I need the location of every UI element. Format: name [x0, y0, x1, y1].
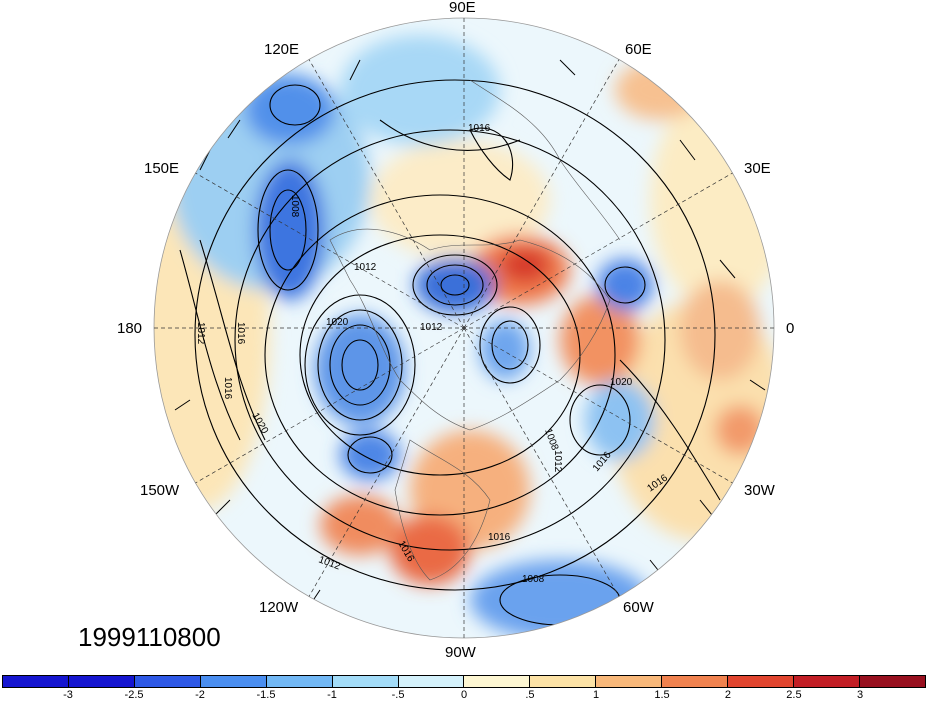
longitude-label-120e: 120E [264, 41, 300, 58]
colorbar-tick-labels: -3 -2.5 -2 -1.5 -1 -.5 0 .5 1 1.5 2 2.5 … [2, 689, 926, 702]
graticule [154, 18, 774, 638]
colorbar-swatch [662, 676, 729, 687]
contour-label: 1012 [552, 450, 563, 473]
colorbar-swatch [530, 676, 597, 687]
colorbar-tick: -.5 [391, 689, 405, 701]
colorbar-swatch [596, 676, 663, 687]
colorbar-swatch [3, 676, 69, 687]
contour-label: 1016 [222, 377, 233, 400]
longitude-label-60e: 60E [625, 41, 652, 58]
colorbar-swatch [332, 676, 399, 687]
colorbar-tick: .5 [525, 689, 535, 701]
anomaly-shading [154, 18, 774, 638]
contour-label: 1008 [522, 574, 545, 585]
colorbar-swatch [68, 676, 135, 687]
longitude-label-30w: 30W [744, 482, 775, 499]
coastlines [329, 79, 621, 581]
colorbar-tick: 2 [724, 689, 732, 701]
colorbar-swatch [266, 676, 333, 687]
colorbar-swatch [398, 676, 465, 687]
contour-label: 1012 [420, 322, 443, 333]
colorbar-swatch [200, 676, 267, 687]
colorbar-swatch [464, 676, 531, 687]
colorbar-tick: 1 [592, 689, 600, 701]
contour-label: 1016 [468, 123, 491, 134]
colorbar-tick: 0 [460, 689, 468, 701]
colorbar-tick: -1 [327, 689, 337, 701]
isobar-contours [179, 79, 721, 626]
contour-label: 1020 [326, 317, 349, 328]
longitude-label-90e: 90E [449, 0, 476, 16]
colorbar-tick: 1.5 [654, 689, 670, 701]
colorbar-tick: -1.5 [256, 689, 276, 701]
longitude-label-180: 180 [117, 320, 143, 337]
longitude-label-90w: 90W [445, 644, 476, 661]
contour-label: 1016 [235, 322, 246, 345]
longitude-label-150e: 150E [144, 160, 180, 177]
longitude-label-60w: 60W [623, 599, 654, 616]
colorbar-tick: 2.5 [786, 689, 802, 701]
longitude-label-30e: 30E [744, 160, 771, 177]
longitude-label-0: 0 [786, 320, 795, 337]
contour-label: 1008 [289, 195, 300, 218]
date-label: 1999110800 [78, 622, 221, 652]
colorbar-swatch [794, 676, 860, 687]
colorbar-tick: -2 [195, 689, 205, 701]
longitude-label-150w: 150W [140, 482, 180, 499]
contour-label: 1016 [488, 532, 511, 543]
longitude-label-120w: 120W [259, 599, 299, 616]
colorbar-swatch [859, 676, 925, 687]
contour-label: 1020 [610, 377, 633, 388]
colorbar-tick: -2.5 [124, 689, 144, 701]
colorbar [2, 675, 926, 688]
contour-label: 1012 [195, 322, 206, 345]
colorbar-swatch [728, 676, 795, 687]
colorbar-swatch [134, 676, 201, 687]
colorbar-tick: -3 [63, 689, 73, 701]
colorbar-tick: 3 [856, 689, 864, 701]
contour-label: 1012 [354, 262, 377, 273]
